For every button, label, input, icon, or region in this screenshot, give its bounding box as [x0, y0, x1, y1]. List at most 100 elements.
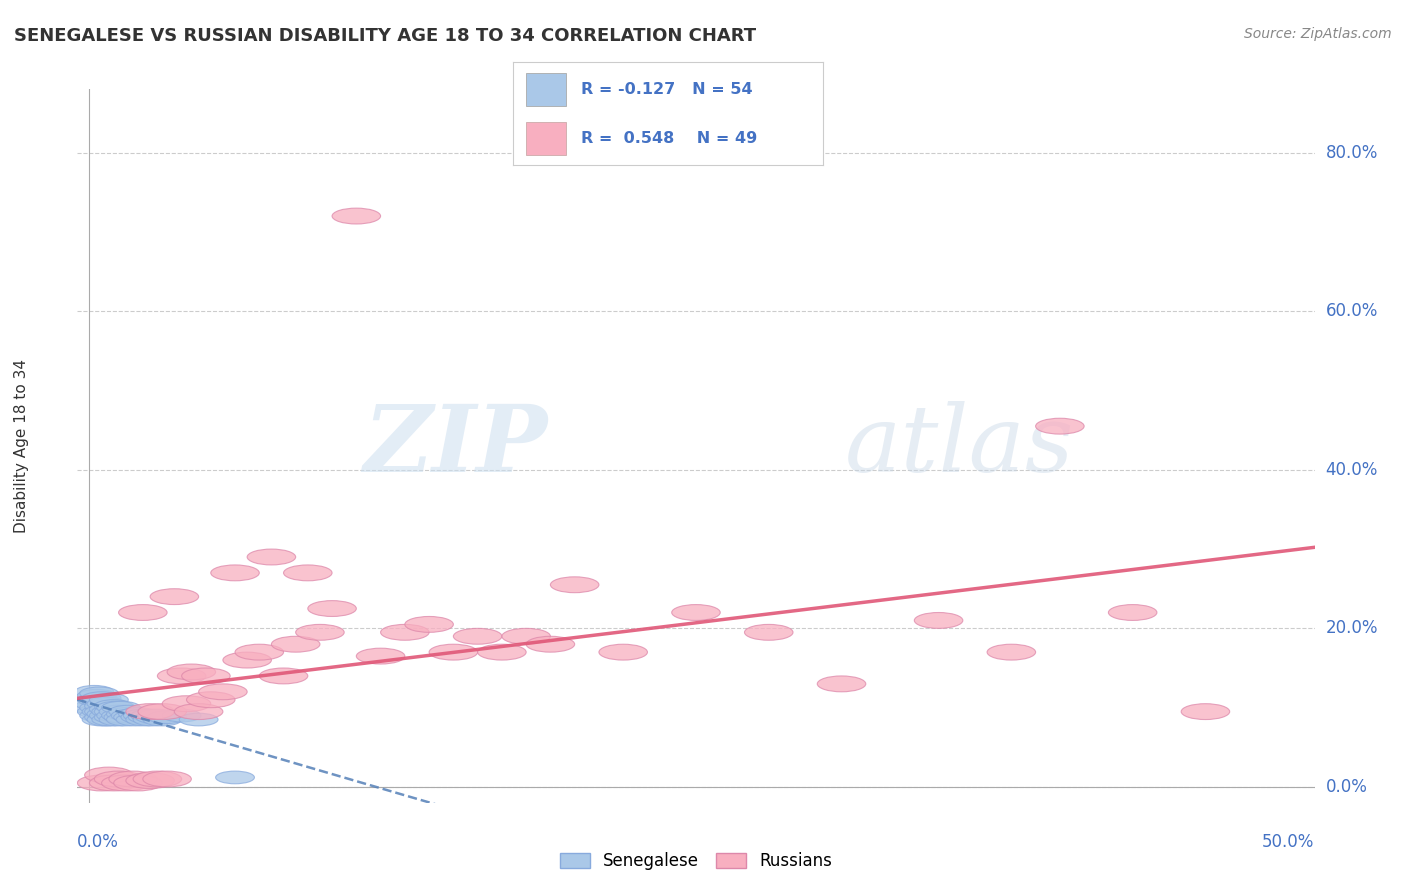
Circle shape: [174, 704, 224, 720]
Circle shape: [107, 707, 145, 721]
Text: ZIP: ZIP: [363, 401, 547, 491]
Circle shape: [100, 706, 138, 718]
Circle shape: [101, 775, 150, 791]
Circle shape: [134, 714, 172, 726]
Circle shape: [90, 775, 138, 791]
Circle shape: [143, 771, 191, 787]
Circle shape: [84, 699, 124, 713]
Circle shape: [295, 624, 344, 640]
Circle shape: [80, 687, 118, 699]
Circle shape: [127, 772, 174, 789]
Circle shape: [91, 706, 131, 718]
Circle shape: [87, 707, 127, 721]
Circle shape: [381, 624, 429, 640]
Circle shape: [429, 644, 478, 660]
Circle shape: [745, 624, 793, 640]
Text: atlas: atlas: [845, 401, 1074, 491]
Circle shape: [87, 698, 127, 710]
Circle shape: [478, 644, 526, 660]
Circle shape: [502, 628, 550, 644]
Circle shape: [124, 709, 162, 722]
Text: R = -0.127   N = 54: R = -0.127 N = 54: [581, 81, 752, 96]
Circle shape: [150, 589, 198, 605]
Circle shape: [90, 703, 128, 715]
Text: 40.0%: 40.0%: [1326, 461, 1378, 479]
Circle shape: [179, 714, 218, 726]
Circle shape: [157, 668, 205, 684]
Circle shape: [94, 771, 143, 787]
Circle shape: [187, 692, 235, 707]
Circle shape: [82, 706, 121, 718]
Circle shape: [308, 600, 356, 616]
Circle shape: [80, 701, 118, 714]
Circle shape: [914, 613, 963, 628]
Circle shape: [127, 714, 165, 726]
FancyBboxPatch shape: [526, 73, 565, 105]
Circle shape: [118, 605, 167, 621]
Circle shape: [82, 714, 121, 726]
Circle shape: [138, 709, 177, 722]
Circle shape: [84, 706, 124, 718]
Circle shape: [82, 695, 121, 707]
Circle shape: [77, 690, 117, 702]
Circle shape: [599, 644, 647, 660]
Circle shape: [271, 636, 321, 652]
Circle shape: [356, 648, 405, 664]
Circle shape: [90, 709, 128, 722]
Text: 0.0%: 0.0%: [1326, 778, 1368, 796]
Circle shape: [1108, 605, 1157, 621]
Circle shape: [80, 709, 118, 722]
Circle shape: [82, 692, 121, 705]
Text: 20.0%: 20.0%: [1326, 619, 1378, 638]
Circle shape: [224, 652, 271, 668]
Circle shape: [127, 704, 174, 720]
Circle shape: [550, 577, 599, 592]
Circle shape: [77, 706, 117, 718]
Circle shape: [162, 709, 201, 722]
Circle shape: [108, 771, 157, 787]
Circle shape: [135, 711, 174, 723]
Circle shape: [101, 709, 141, 722]
Circle shape: [162, 696, 211, 712]
Circle shape: [77, 775, 127, 791]
Circle shape: [405, 616, 453, 632]
Text: 0.0%: 0.0%: [77, 833, 120, 851]
Legend: Senegalese, Russians: Senegalese, Russians: [553, 846, 839, 877]
Circle shape: [97, 709, 135, 722]
Circle shape: [114, 775, 162, 791]
Circle shape: [817, 676, 866, 692]
Circle shape: [94, 711, 134, 723]
Circle shape: [148, 711, 187, 723]
Circle shape: [332, 208, 381, 224]
Circle shape: [235, 644, 284, 660]
Circle shape: [91, 714, 131, 726]
Circle shape: [247, 549, 295, 565]
Circle shape: [97, 701, 135, 714]
Circle shape: [1036, 418, 1084, 434]
Circle shape: [118, 707, 157, 721]
Circle shape: [111, 709, 150, 722]
Circle shape: [181, 668, 231, 684]
Text: SENEGALESE VS RUSSIAN DISABILITY AGE 18 TO 34 CORRELATION CHART: SENEGALESE VS RUSSIAN DISABILITY AGE 18 …: [14, 27, 756, 45]
Circle shape: [128, 711, 167, 723]
Circle shape: [107, 714, 145, 726]
Text: R =  0.548    N = 49: R = 0.548 N = 49: [581, 131, 758, 146]
Circle shape: [284, 565, 332, 581]
Circle shape: [259, 668, 308, 684]
Circle shape: [104, 711, 143, 723]
Circle shape: [108, 706, 148, 718]
Circle shape: [526, 636, 575, 652]
Circle shape: [211, 565, 259, 581]
Text: 80.0%: 80.0%: [1326, 144, 1378, 161]
Circle shape: [215, 771, 254, 784]
Circle shape: [101, 701, 141, 714]
Circle shape: [672, 605, 720, 621]
Circle shape: [75, 698, 114, 710]
Circle shape: [87, 714, 127, 726]
Text: Disability Age 18 to 34: Disability Age 18 to 34: [14, 359, 30, 533]
Circle shape: [94, 699, 134, 713]
Circle shape: [1181, 704, 1230, 720]
Circle shape: [100, 714, 138, 726]
FancyBboxPatch shape: [526, 122, 565, 155]
Circle shape: [134, 771, 181, 787]
